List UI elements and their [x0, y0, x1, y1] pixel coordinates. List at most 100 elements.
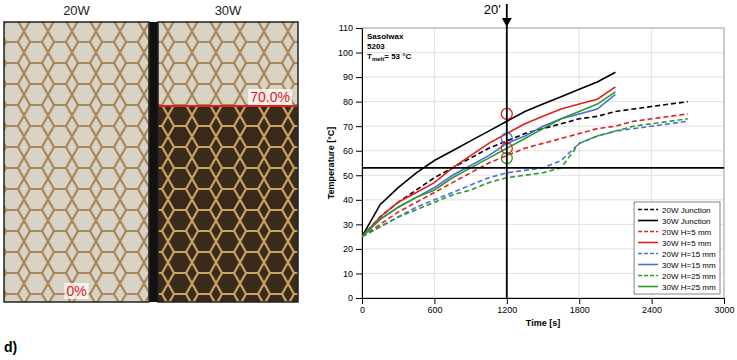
tick-label: 70	[343, 122, 353, 132]
tick-mark	[724, 298, 725, 304]
grid-line	[724, 28, 725, 298]
grid-line	[579, 28, 580, 298]
tick-label: 60	[343, 146, 353, 156]
tick-label: 30	[343, 220, 353, 230]
photo-image	[4, 22, 149, 302]
legend-label: 20W Junction	[662, 206, 710, 215]
grid-line	[362, 52, 724, 53]
tick-label: 10	[343, 269, 353, 279]
tick-label: 0	[360, 305, 365, 315]
tick-label: 100	[338, 48, 353, 58]
tick-label: 50	[343, 171, 353, 181]
y-tick: 60	[343, 146, 362, 156]
legend-swatch	[638, 253, 658, 255]
photo: 0%	[4, 22, 149, 302]
plot-frame	[362, 28, 724, 298]
x-tick: 2400	[642, 298, 662, 315]
grid-line	[362, 101, 724, 102]
photo-frame	[158, 22, 298, 302]
grid-line	[362, 77, 724, 78]
y-tick: 30	[343, 220, 362, 230]
legend-swatch	[638, 220, 658, 222]
legend-label: 30W H=25 mm	[662, 283, 716, 292]
legend-swatch	[638, 209, 658, 211]
annotation-text: Sasolwax	[367, 32, 404, 41]
tick-mark	[356, 77, 362, 78]
tick-mark	[507, 298, 508, 304]
y-tick: 50	[343, 171, 362, 181]
time-arrow	[502, 18, 512, 27]
y-tick: 100	[338, 48, 362, 58]
time-label: 20'	[484, 2, 501, 17]
tick-label: 1200	[497, 305, 517, 315]
tick-mark	[652, 298, 653, 304]
legend-swatch	[638, 231, 658, 233]
tick-label: 110	[339, 23, 353, 33]
legend-swatch	[638, 242, 658, 244]
melt-text: Tmelt= 53 °C	[367, 52, 411, 62]
x-tick: 1800	[570, 298, 590, 315]
time-line	[506, 4, 508, 298]
legend-swatch	[638, 275, 658, 277]
tick-label: 80	[343, 97, 353, 107]
y-tick: 90	[343, 72, 362, 82]
tick-mark	[356, 249, 362, 250]
tick-mark	[356, 298, 362, 299]
tick-label: 20	[343, 244, 353, 254]
melt-rest: = 53 °C	[384, 52, 411, 61]
legend-swatch	[638, 264, 658, 266]
y-tick: 20	[343, 244, 362, 254]
tick-mark	[356, 126, 362, 127]
y-tick: 10	[343, 269, 362, 279]
x-tick: 0	[360, 298, 365, 315]
y-tick: 70	[343, 122, 362, 132]
legend-label: 30W Junction	[662, 217, 710, 226]
x-tick: 3000	[714, 298, 734, 315]
tick-mark	[356, 175, 362, 176]
legend-frame	[634, 202, 720, 294]
legend-label: 30W H=5 mm	[662, 239, 711, 248]
panel-letter: d)	[4, 339, 17, 355]
photo-title: 20W	[63, 3, 90, 18]
series-line	[362, 94, 615, 236]
grid-line	[362, 28, 724, 29]
label-bg	[248, 89, 292, 105]
tick-mark	[356, 151, 362, 152]
x-tick: 1200	[497, 298, 517, 315]
melt-line	[362, 167, 724, 169]
series-line	[362, 92, 615, 237]
grid-line	[362, 199, 724, 200]
label-bg	[64, 283, 88, 299]
melt-label: 0%	[66, 283, 86, 299]
photo-image	[158, 106, 298, 302]
figure: 0%20W70.0%30Wd)0600120018002400300001020…	[0, 0, 737, 360]
tick-label: 3000	[714, 305, 734, 315]
tick-mark	[356, 53, 362, 54]
annotation-text: 5203	[367, 42, 385, 51]
photo-frame	[4, 22, 149, 302]
legend: 20W Junction 30W Junction 20W H=5 mm 30W H=…	[634, 202, 720, 294]
grid-line	[362, 28, 363, 298]
grid	[362, 28, 724, 298]
tick-label: 90	[343, 72, 353, 82]
tick-label: 40	[343, 195, 353, 205]
legend-label: 20W H=15 mm	[662, 250, 716, 259]
tick-mark	[579, 298, 580, 304]
tick-label: 0	[348, 293, 353, 303]
tick-label: 600	[427, 305, 442, 315]
x-tick: 600	[427, 298, 442, 315]
tick-label: 2400	[642, 305, 662, 315]
tick-mark	[362, 298, 363, 304]
y-tick: 80	[343, 97, 362, 107]
legend-label: 20W H=5 mm	[662, 228, 711, 237]
legend-label: 20W H=25 mm	[662, 272, 716, 281]
tick-mark	[356, 273, 362, 274]
axis-line	[363, 298, 725, 299]
grid-line	[362, 298, 724, 299]
grid-line	[362, 175, 724, 176]
tick-mark	[356, 200, 362, 201]
x-axis-title: Time [s]	[526, 318, 560, 328]
tick-mark	[434, 298, 435, 304]
y-tick: 40	[343, 195, 362, 205]
melt-label: 70.0%	[250, 89, 290, 105]
